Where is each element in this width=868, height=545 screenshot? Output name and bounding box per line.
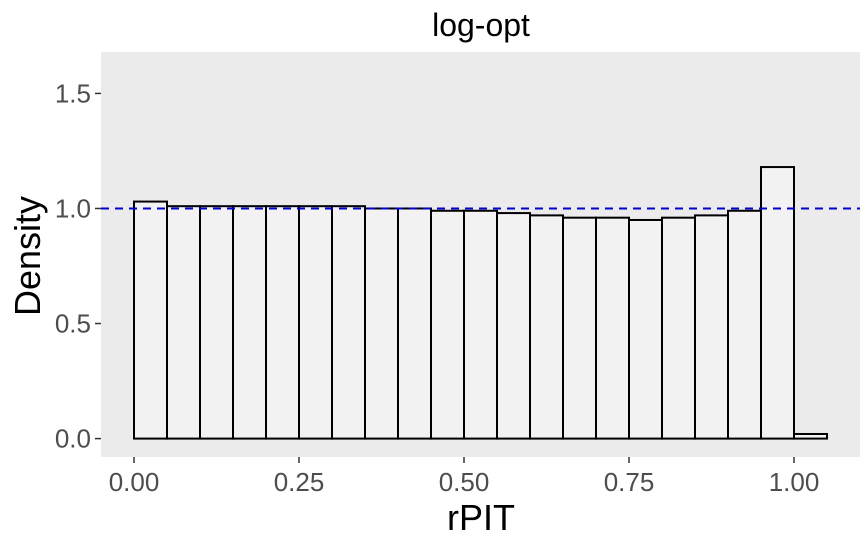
x-tick-label: 0.00 <box>109 467 160 497</box>
x-axis: 0.00 0.25 0.50 0.75 1.00 <box>109 457 820 497</box>
y-axis: 0.0 0.5 1.0 1.5 <box>55 78 101 454</box>
histogram-bar <box>331 205 366 440</box>
y-tick-label: 1.5 <box>55 78 91 108</box>
histogram-bar <box>463 209 498 440</box>
y-tick-label: 0.5 <box>55 309 91 339</box>
x-tick-label: 1.00 <box>769 467 820 497</box>
y-axis-title: Density <box>7 196 48 316</box>
histogram-bar <box>133 200 168 440</box>
histogram-bar <box>793 432 828 440</box>
histogram-bar <box>397 207 432 440</box>
histogram-bar <box>727 209 762 440</box>
histogram-bar <box>166 205 201 440</box>
histogram-bar <box>232 205 267 440</box>
histogram-bar <box>595 216 630 440</box>
histogram-bar <box>364 207 399 440</box>
x-tick-label: 0.75 <box>604 467 655 497</box>
histogram-bar <box>760 166 795 440</box>
histogram-bar <box>298 205 333 440</box>
x-axis-title: rPIT <box>447 497 515 538</box>
histogram-bar <box>430 209 465 440</box>
histogram-bars <box>133 166 828 440</box>
histogram-bar <box>694 214 729 440</box>
histogram-bar <box>628 218 663 440</box>
histogram-bar <box>496 212 531 440</box>
histogram-bar <box>661 216 696 440</box>
x-tick-label: 0.25 <box>274 467 325 497</box>
chart-title: log-opt <box>432 7 530 43</box>
y-tick-label: 1.0 <box>55 193 91 223</box>
histogram-bar <box>529 214 564 440</box>
histogram-bar <box>265 205 300 440</box>
histogram-bar <box>199 205 234 440</box>
y-tick-label: 0.0 <box>55 424 91 454</box>
histogram-bar <box>562 216 597 440</box>
x-tick-label: 0.50 <box>439 467 490 497</box>
